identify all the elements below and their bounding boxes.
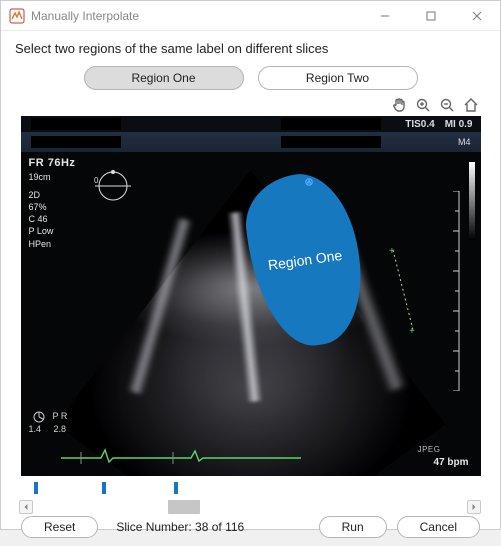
param-line: 2D bbox=[29, 189, 76, 201]
footer-row: Reset Slice Number: 38 of 116 Run Cancel bbox=[15, 512, 486, 538]
slider-prev-button[interactable] bbox=[19, 500, 33, 514]
ultrasound-cone bbox=[251, 146, 252, 147]
viewer-toolbar bbox=[15, 96, 486, 114]
slider-track bbox=[19, 500, 481, 514]
pan-icon[interactable] bbox=[390, 96, 408, 114]
viewer-sub-info: M4 bbox=[21, 132, 481, 152]
svg-text:+: + bbox=[409, 326, 415, 336]
param-line: 67% bbox=[29, 201, 76, 213]
bottom-left-params: P R 1.4 2.8 bbox=[29, 410, 68, 436]
content-area: Select two regions of the same label on … bbox=[1, 31, 500, 546]
acquisition-params: FR 76Hz 19cm 2D 67% C 46 P Low HPen bbox=[29, 156, 76, 250]
param-line: HPen bbox=[29, 238, 76, 250]
depth-ruler bbox=[445, 191, 461, 391]
pr-left: 1.4 bbox=[29, 424, 42, 434]
slider-tick bbox=[174, 482, 178, 494]
slice-number-label: Slice Number: 38 of 116 bbox=[116, 520, 244, 534]
titlebar: Manually Interpolate bbox=[1, 1, 500, 31]
orientation-compass-icon: 0 bbox=[91, 164, 135, 208]
home-icon[interactable] bbox=[462, 96, 480, 114]
slice-slider bbox=[15, 482, 486, 512]
mi-label: MI 0.9 bbox=[445, 119, 473, 130]
param-line: C 46 bbox=[29, 213, 76, 225]
region-two-button[interactable]: Region Two bbox=[258, 66, 418, 90]
grayscale-bar bbox=[469, 162, 475, 240]
zoom-in-icon[interactable] bbox=[414, 96, 432, 114]
caliper-line: + + bbox=[389, 246, 419, 339]
slider-next-button[interactable] bbox=[467, 500, 481, 514]
svg-text:+: + bbox=[389, 246, 395, 257]
instruction-text: Select two regions of the same label on … bbox=[15, 41, 486, 56]
pr-right: 2.8 bbox=[54, 424, 67, 434]
slider-thumb[interactable] bbox=[168, 500, 200, 514]
maximize-button[interactable] bbox=[408, 1, 454, 31]
app-icon bbox=[9, 8, 25, 24]
depth-label: 19cm bbox=[29, 171, 76, 183]
tis-label: TIS0.4 bbox=[405, 119, 434, 130]
region-overlay-label: Region One bbox=[266, 247, 342, 273]
viewer-top-info: TIS0.4 MI 0.9 bbox=[21, 116, 481, 132]
zoom-out-icon[interactable] bbox=[438, 96, 456, 114]
param-line: P Low bbox=[29, 225, 76, 237]
probe-marker-icon bbox=[304, 176, 314, 186]
pr-labels: P R bbox=[53, 411, 68, 423]
slider-ticks bbox=[25, 482, 475, 496]
compass-deg: 0 bbox=[94, 176, 99, 185]
run-button[interactable]: Run bbox=[319, 516, 387, 538]
app-window: Manually Interpolate Select two regions … bbox=[0, 0, 501, 530]
format-label: JPEG bbox=[418, 445, 441, 454]
slider-rail[interactable] bbox=[33, 500, 467, 514]
close-button[interactable] bbox=[454, 1, 500, 31]
bpm-label: 47 bpm bbox=[433, 457, 468, 468]
frame-rate: FR 76Hz bbox=[29, 156, 76, 171]
minimize-button[interactable] bbox=[362, 1, 408, 31]
cancel-button[interactable]: Cancel bbox=[397, 516, 480, 538]
region-one-button[interactable]: Region One bbox=[84, 66, 244, 90]
region-button-row: Region One Region Two bbox=[15, 66, 486, 90]
mode-label: M4 bbox=[458, 137, 471, 147]
window-title: Manually Interpolate bbox=[31, 9, 362, 23]
reset-button[interactable]: Reset bbox=[21, 516, 98, 538]
slider-tick bbox=[34, 482, 38, 494]
image-viewer[interactable]: TIS0.4 MI 0.9 M4 FR 76Hz 19cm 2D 67% C 4… bbox=[21, 116, 481, 476]
ecg-trace bbox=[61, 446, 301, 466]
slider-tick bbox=[102, 482, 106, 494]
window-controls bbox=[362, 1, 500, 31]
